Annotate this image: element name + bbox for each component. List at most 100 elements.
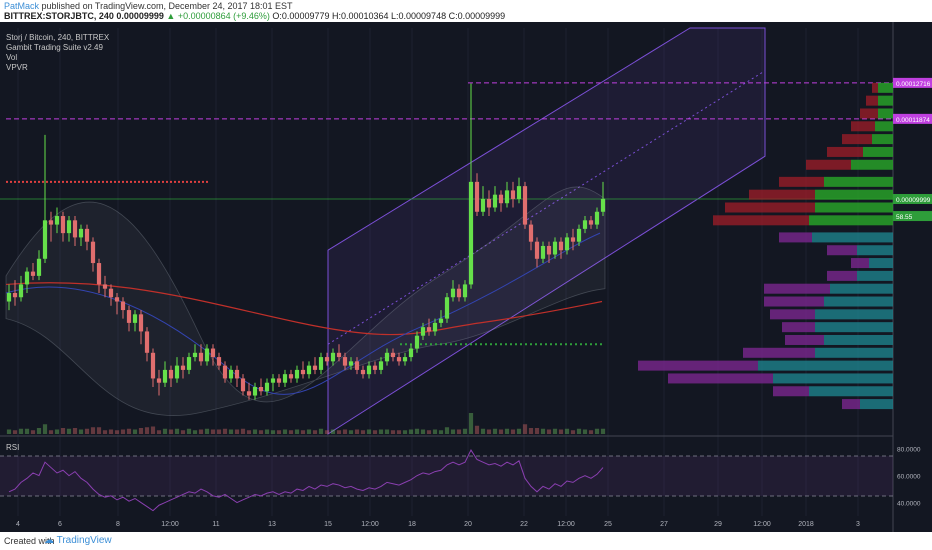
candle-body — [312, 365, 318, 370]
vpvr-down-bar — [842, 399, 860, 410]
symbol-text: BITTREX:STORJBTC, 240 0.00009999 — [4, 11, 164, 21]
volume-bar — [252, 429, 258, 434]
volume-bar — [492, 428, 498, 434]
tradingview-logo[interactable]: ☁ TradingView — [44, 535, 112, 546]
x-tick-label: 29 — [714, 521, 722, 528]
candle-body — [522, 186, 528, 225]
candle-body — [12, 292, 18, 298]
candle-body — [510, 190, 516, 199]
candle-body — [372, 365, 378, 370]
candle-body — [582, 220, 588, 229]
candle-body — [336, 352, 342, 358]
candle-body — [48, 220, 54, 225]
candle-body — [438, 318, 444, 323]
candle-body — [468, 181, 474, 285]
vpvr-up-bar — [815, 347, 893, 358]
candle-body — [276, 378, 282, 383]
volume-bar — [366, 429, 372, 434]
candle-body — [54, 216, 60, 225]
x-tick-label: 4 — [16, 521, 20, 528]
x-tick-label: 3 — [856, 521, 860, 528]
vpvr-down-bar — [779, 232, 812, 243]
x-tick-label: 12:00 — [361, 521, 379, 528]
volume-bar — [282, 429, 288, 434]
candle-body — [360, 369, 366, 375]
candle-body — [396, 357, 402, 362]
volume-bar — [408, 429, 414, 434]
volume-bar — [474, 425, 480, 434]
x-tick-label: 20 — [464, 521, 472, 528]
price-chart[interactable]: 0.000140000.000135000.000130000.00012500… — [0, 22, 932, 532]
candle-body — [444, 297, 450, 319]
volume-bar — [576, 428, 582, 434]
author-link[interactable]: PatMack — [4, 1, 40, 11]
candle-body — [222, 365, 228, 379]
vpvr-up-bar — [815, 322, 893, 333]
candle-body — [456, 288, 462, 298]
volume-bar — [192, 430, 198, 434]
volume-bar — [60, 428, 66, 434]
volume-bar — [528, 428, 534, 434]
candle-body — [42, 220, 48, 259]
volume-bar — [24, 428, 30, 434]
volume-bar — [66, 428, 72, 434]
candle-body — [60, 216, 66, 234]
legend-title: Storj / Bitcoin, 240, BITTREX — [6, 33, 110, 42]
volume-bar — [570, 430, 576, 434]
vpvr-down-bar — [743, 347, 815, 358]
candle-body — [378, 361, 384, 370]
vpvr-down-bar — [764, 283, 830, 294]
candle-body — [144, 331, 150, 353]
volume-bar — [420, 429, 426, 434]
candle-body — [564, 237, 570, 251]
candle-body — [270, 378, 276, 383]
publish-header: PatMack published on TradingView.com, De… — [0, 0, 932, 22]
candle-body — [576, 228, 582, 242]
candle-body — [186, 357, 192, 370]
volume-bar — [90, 427, 96, 434]
candle-body — [36, 258, 42, 276]
volume-bar — [426, 430, 432, 434]
volume-bar — [270, 430, 276, 434]
volume-bar — [588, 430, 594, 434]
volume-bar — [384, 429, 390, 434]
vpvr-down-bar — [668, 373, 773, 384]
volume-bar — [174, 428, 180, 434]
candle-body — [288, 374, 294, 379]
vpvr-up-bar — [815, 189, 893, 200]
volume-bar — [510, 429, 516, 434]
volume-bar — [72, 428, 78, 434]
volume-bar — [534, 428, 540, 434]
x-tick-label: 2018 — [798, 521, 814, 528]
vpvr-down-bar — [842, 134, 872, 145]
candle-body — [96, 263, 102, 285]
candle-body — [408, 348, 414, 358]
vpvr-up-bar — [878, 82, 893, 93]
candle-body — [480, 198, 486, 212]
volume-bar — [348, 430, 354, 434]
candle-body — [108, 288, 114, 298]
volume-bar — [114, 430, 120, 434]
vpvr-up-bar — [857, 270, 893, 281]
volume-bar — [582, 429, 588, 434]
candle-body — [228, 369, 234, 379]
candle-body — [324, 357, 330, 362]
candle-body — [198, 352, 204, 362]
candle-body — [306, 365, 312, 375]
volume-bar — [198, 429, 204, 434]
volume-bar — [354, 429, 360, 434]
rsi-label: RSI — [6, 443, 19, 452]
x-tick-label: 12:00 — [557, 521, 575, 528]
channel-midline — [327, 70, 766, 345]
volume-bar — [234, 429, 240, 434]
chart-area[interactable]: 0.000140000.000135000.000130000.00012500… — [0, 22, 932, 532]
volume-bar — [102, 430, 108, 434]
volume-bar — [228, 429, 234, 434]
candle-body — [174, 365, 180, 379]
vpvr-up-bar — [815, 309, 893, 320]
volume-bar — [240, 428, 246, 434]
vpvr-up-bar — [857, 245, 893, 256]
price-tag-bg — [893, 193, 932, 204]
volume-bar — [156, 430, 162, 434]
volume-bar — [150, 426, 156, 434]
